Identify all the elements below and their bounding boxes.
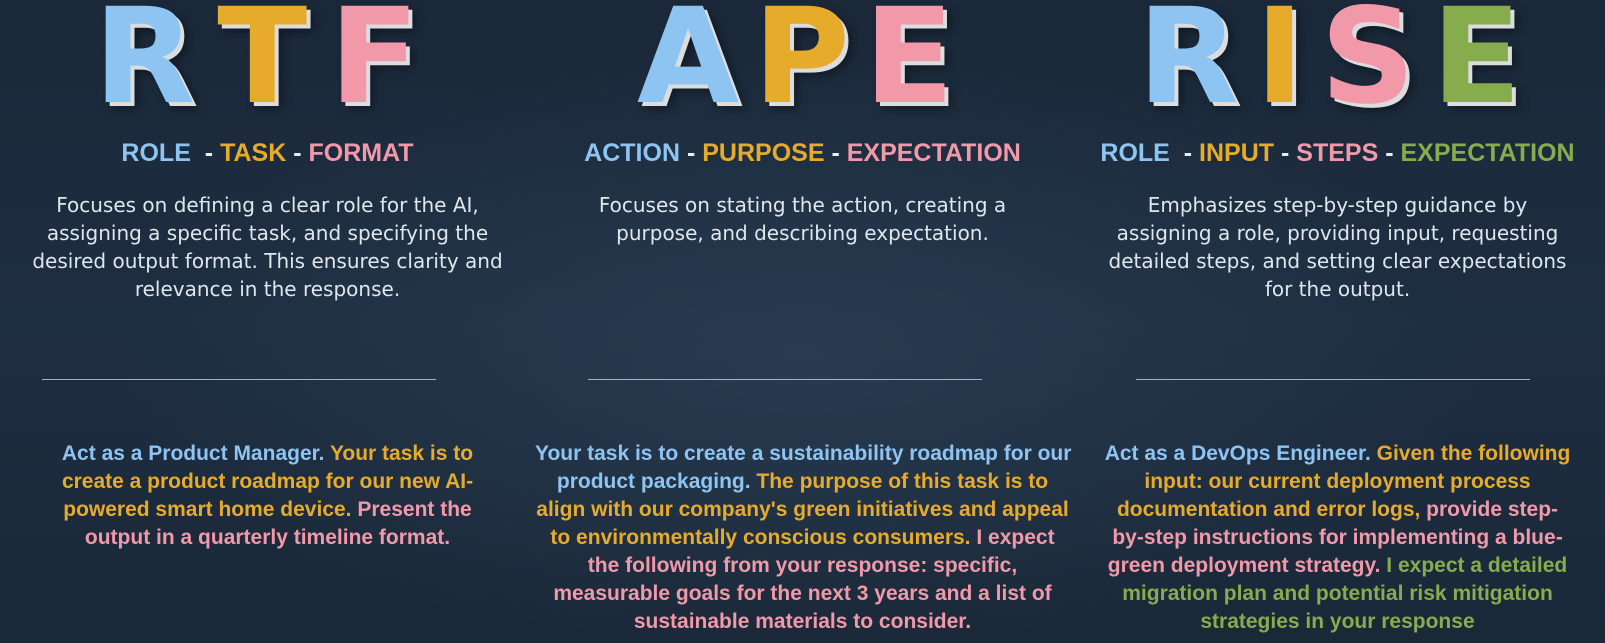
component-label: EXPECTATION bbox=[1400, 139, 1575, 167]
component-label: ROLE bbox=[121, 139, 191, 167]
acronym-letter: R bbox=[93, 0, 218, 134]
separator: - bbox=[204, 139, 214, 167]
component-label: ROLE bbox=[1100, 139, 1170, 167]
example-line: powered smart home device. Present the bbox=[0, 496, 535, 524]
description-line: Focuses on defining a clear role for the… bbox=[56, 193, 479, 217]
acronym-expansion: ROLE - TASK - FORMAT bbox=[0, 137, 535, 169]
example-format: Present the bbox=[357, 498, 472, 521]
example-task: powered smart home device. bbox=[63, 498, 358, 521]
acronym-letter: I bbox=[1255, 0, 1321, 134]
separator: - bbox=[1183, 139, 1193, 167]
acronym-letter: S bbox=[1320, 0, 1432, 134]
example-line: strategies in your response bbox=[1070, 608, 1605, 636]
description-line: assigning a role, providing input, reque… bbox=[1116, 221, 1559, 245]
description-line: purpose, and describing expectation. bbox=[616, 221, 989, 245]
component-label: EXPECTATION bbox=[846, 139, 1021, 167]
separator: - bbox=[686, 139, 696, 167]
description-line: for the output. bbox=[1264, 277, 1411, 301]
component-label: INPUT bbox=[1199, 139, 1275, 167]
example-prompt: Act as a Product Manager. Your task is t… bbox=[0, 440, 535, 552]
example-line: measurable goals for the next 3 years an… bbox=[535, 580, 1070, 608]
acronym-letter: E bbox=[1431, 0, 1538, 134]
example-expectation: I expect bbox=[976, 526, 1055, 549]
acronym-expansion: ROLE - INPUT - STEPS - EXPECTATION bbox=[1070, 137, 1605, 169]
framework-ape: APE ACTION - PURPOSE - EXPECTATION Focus… bbox=[535, 0, 1072, 643]
acronym-expansion: ACTION - PURPOSE - EXPECTATION bbox=[535, 137, 1070, 169]
component-label: ACTION bbox=[584, 139, 680, 167]
example-purpose: to environmentally conscious consumers. bbox=[550, 526, 977, 549]
example-input: documentation and error logs, bbox=[1116, 498, 1427, 521]
example-purpose: align with our company's green initiativ… bbox=[536, 498, 1069, 521]
description-line: Focuses on stating the action, creating … bbox=[598, 193, 1007, 217]
example-line: to environmentally conscious consumers. … bbox=[535, 524, 1070, 552]
example-role: Act as a Product Manager. bbox=[61, 442, 330, 465]
example-expectation: I expect a detailed bbox=[1386, 554, 1568, 577]
component-label: PURPOSE bbox=[702, 139, 825, 167]
example-prompt: Act as a DevOps Engineer. Given the foll… bbox=[1070, 440, 1605, 636]
example-role: Act as a DevOps Engineer. bbox=[1104, 442, 1377, 465]
acronym-letter: A bbox=[636, 0, 754, 134]
framework-rtf: RTF ROLE - TASK - FORMAT Focuses on defi… bbox=[0, 0, 535, 643]
component-label: FORMAT bbox=[308, 139, 414, 167]
example-line: green deployment strategy. I expect a de… bbox=[1070, 552, 1605, 580]
example-line: create a product roadmap for our new AI- bbox=[0, 468, 535, 496]
description-line: assigning a specific task, and specifyin… bbox=[46, 221, 489, 245]
example-action: Your task is to create a sustainability … bbox=[535, 442, 1072, 465]
framework-description: Focuses on defining a clear role for the… bbox=[0, 191, 535, 303]
description-line: Emphasizes step-by-step guidance by bbox=[1147, 193, 1528, 217]
example-steps: by-step instructions for implementing a … bbox=[1112, 526, 1563, 549]
example-line: input: our current deployment process bbox=[1070, 468, 1605, 496]
example-line: Act as a DevOps Engineer. Given the foll… bbox=[1070, 440, 1605, 468]
example-format: output in a quarterly timeline format. bbox=[84, 526, 451, 549]
separator: - bbox=[293, 139, 302, 167]
example-input: Given the following bbox=[1376, 442, 1571, 465]
example-task: create a product roadmap for our new AI- bbox=[61, 470, 474, 493]
example-purpose: The purpose of this task is to bbox=[756, 470, 1049, 493]
divider bbox=[42, 379, 436, 380]
divider bbox=[588, 379, 982, 380]
description-line: desired output format. This ensures clar… bbox=[32, 249, 503, 273]
example-steps: green deployment strategy. bbox=[1107, 554, 1387, 577]
example-line: Your task is to create a sustainability … bbox=[535, 440, 1072, 468]
example-prompt: Your task is to create a sustainability … bbox=[535, 440, 1072, 636]
description-line: detailed steps, and setting clear expect… bbox=[1108, 249, 1567, 273]
acronym-letter: P bbox=[753, 0, 864, 134]
separator: - bbox=[1281, 139, 1290, 167]
example-line: product packaging. The purpose of this t… bbox=[535, 468, 1070, 496]
example-expectation: strategies in your response bbox=[1200, 610, 1475, 633]
separator: - bbox=[1385, 139, 1394, 167]
acronym-letter: E bbox=[863, 0, 969, 134]
framework-description: Focuses on stating the action, creating … bbox=[535, 191, 1070, 247]
acronym-ape: APE bbox=[535, 0, 1070, 134]
example-line: Act as a Product Manager. Your task is t… bbox=[0, 440, 535, 468]
example-expectation: measurable goals for the next 3 years an… bbox=[553, 582, 1052, 605]
framework-description: Emphasizes step-by-step guidance by assi… bbox=[1070, 191, 1605, 303]
framework-rise: RISE ROLE - INPUT - STEPS - EXPECTATION … bbox=[1070, 0, 1605, 643]
example-line: by-step instructions for implementing a … bbox=[1070, 524, 1605, 552]
example-line: sustainable materials to consider. bbox=[535, 608, 1070, 636]
acronym-letter: T bbox=[217, 0, 330, 134]
description-line: relevance in the response. bbox=[134, 277, 401, 301]
example-expectation: migration plan and potential risk mitiga… bbox=[1122, 582, 1553, 605]
component-label: TASK bbox=[220, 139, 287, 167]
example-line: documentation and error logs, provide st… bbox=[1070, 496, 1605, 524]
acronym-letter: F bbox=[329, 0, 442, 134]
acronym-letter: R bbox=[1137, 0, 1256, 134]
example-line: the following from your response: specif… bbox=[535, 552, 1070, 580]
acronym-rtf: RTF bbox=[0, 0, 535, 134]
example-line: migration plan and potential risk mitiga… bbox=[1070, 580, 1605, 608]
example-task: Your task is to bbox=[329, 442, 474, 465]
component-label: STEPS bbox=[1296, 139, 1379, 167]
example-line: output in a quarterly timeline format. bbox=[0, 524, 535, 552]
divider bbox=[1136, 379, 1530, 380]
example-line: align with our company's green initiativ… bbox=[535, 496, 1070, 524]
example-expectation: the following from your response: specif… bbox=[587, 554, 1018, 577]
example-steps: provide step- bbox=[1426, 498, 1559, 521]
example-input: input: our current deployment process bbox=[1144, 470, 1531, 493]
example-action: product packaging. bbox=[556, 470, 757, 493]
separator: - bbox=[831, 139, 840, 167]
acronym-rise: RISE bbox=[1070, 0, 1605, 134]
example-expectation: sustainable materials to consider. bbox=[633, 610, 972, 633]
